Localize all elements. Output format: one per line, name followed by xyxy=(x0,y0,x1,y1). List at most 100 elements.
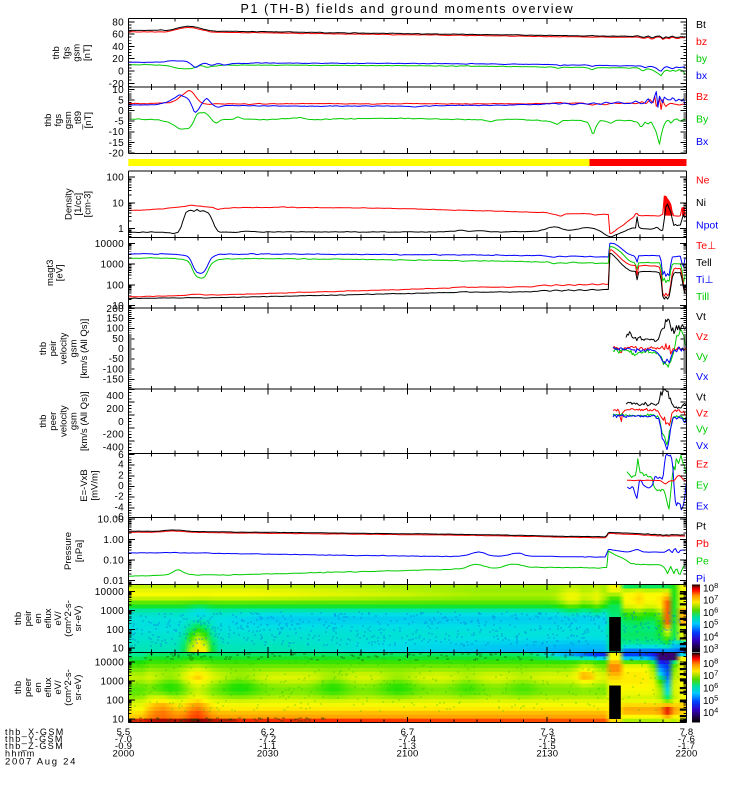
svg-text:thb_Z-GSM: thb_Z-GSM xyxy=(5,741,64,751)
svg-text:thb_X-GSM: thb_X-GSM xyxy=(5,727,65,737)
svg-text:[nPa]: [nPa] xyxy=(74,540,85,562)
svg-text:10: 10 xyxy=(112,644,124,655)
svg-text:2100: 2100 xyxy=(397,748,419,759)
svg-text:thb: thb xyxy=(51,46,62,59)
svg-text:200: 200 xyxy=(106,304,124,315)
svg-text:en: en xyxy=(33,682,44,693)
svg-text:0.10: 0.10 xyxy=(103,555,124,566)
svg-text:eflux: eflux xyxy=(43,677,54,697)
svg-text:[cm-3]: [cm-3] xyxy=(83,191,94,217)
svg-text:Pi: Pi xyxy=(696,573,705,585)
svg-text:-7.5: -7.5 xyxy=(539,734,556,745)
svg-text:thb: thb xyxy=(13,681,24,694)
svg-text:80: 80 xyxy=(112,17,124,28)
svg-text:-5: -5 xyxy=(115,117,125,128)
svg-text:0: 0 xyxy=(118,481,124,492)
svg-text:By: By xyxy=(696,114,709,126)
svg-text:100: 100 xyxy=(106,173,124,184)
svg-text:-6: -6 xyxy=(115,512,125,523)
svg-text:Vy: Vy xyxy=(696,351,709,363)
svg-text:1000: 1000 xyxy=(101,260,125,271)
svg-text:peer: peer xyxy=(23,678,34,697)
svg-text:E=-VxB: E=-VxB xyxy=(79,469,90,501)
svg-text:[km/s (All Qs)]: [km/s (All Qs)] xyxy=(79,391,90,451)
svg-text:-2: -2 xyxy=(115,492,125,503)
svg-text:4: 4 xyxy=(118,460,124,471)
svg-text:1000: 1000 xyxy=(101,677,125,688)
svg-text:100: 100 xyxy=(106,280,124,291)
svg-text:10: 10 xyxy=(112,715,124,726)
svg-text:eflux: eflux xyxy=(43,608,54,628)
svg-text:Ti⊥: Ti⊥ xyxy=(696,274,714,286)
svg-text:-1.5: -1.5 xyxy=(539,741,556,752)
svg-text:Te⊥: Te⊥ xyxy=(696,240,716,252)
svg-text:sr-eV): sr-eV) xyxy=(73,675,84,701)
svg-text:[1/cc]: [1/cc] xyxy=(73,193,84,216)
svg-text:Ex: Ex xyxy=(696,501,709,513)
svg-text:[mV/m]: [mV/m] xyxy=(90,470,101,500)
svg-text:0: 0 xyxy=(118,67,124,78)
svg-text:peer: peer xyxy=(48,412,59,431)
svg-text:-1.1: -1.1 xyxy=(259,741,276,752)
svg-text:(cm^2-s-: (cm^2-s- xyxy=(63,669,74,706)
svg-text:10000: 10000 xyxy=(95,658,124,669)
svg-text:2: 2 xyxy=(118,470,124,481)
svg-text:6.2: 6.2 xyxy=(261,727,275,738)
svg-text:Npot: Npot xyxy=(696,220,718,232)
svg-text:-7.4: -7.4 xyxy=(399,734,416,745)
svg-text:[nT]: [nT] xyxy=(83,112,94,128)
svg-text:5: 5 xyxy=(118,96,124,107)
svg-text:6.7: 6.7 xyxy=(401,727,415,738)
svg-text:[eV]: [eV] xyxy=(55,264,66,281)
svg-text:gsm: gsm xyxy=(63,111,74,129)
svg-text:Pb: Pb xyxy=(696,538,709,550)
svg-text:Pt: Pt xyxy=(696,521,706,533)
svg-text:7.3: 7.3 xyxy=(540,727,554,738)
svg-text:-1.3: -1.3 xyxy=(399,741,416,752)
svg-text:by: by xyxy=(696,53,708,65)
svg-text:Density: Density xyxy=(64,188,75,220)
svg-text:Vx: Vx xyxy=(696,371,709,383)
svg-text:Vy: Vy xyxy=(696,424,709,436)
svg-text:thb: thb xyxy=(43,114,54,127)
svg-text:Vz: Vz xyxy=(696,408,708,420)
svg-text:50: 50 xyxy=(112,334,124,345)
svg-text:-7.6: -7.6 xyxy=(678,734,695,745)
svg-text:-7.0: -7.0 xyxy=(115,734,132,745)
svg-text:10: 10 xyxy=(112,301,124,312)
svg-text:2030: 2030 xyxy=(257,748,279,759)
svg-text:-4: -4 xyxy=(115,502,125,513)
svg-text:-20: -20 xyxy=(109,79,124,90)
svg-text:fgs: fgs xyxy=(61,46,72,59)
svg-text:magt3: magt3 xyxy=(45,260,56,286)
svg-text:gsm: gsm xyxy=(69,412,80,430)
svg-text:-7.2: -7.2 xyxy=(259,734,276,745)
svg-text:Vx: Vx xyxy=(696,440,709,452)
svg-text:peir: peir xyxy=(23,611,34,627)
svg-text:Ne: Ne xyxy=(696,175,710,187)
svg-text:7.8: 7.8 xyxy=(680,727,694,738)
svg-text:sr-eV): sr-eV) xyxy=(73,606,84,632)
svg-text:10: 10 xyxy=(112,198,124,209)
svg-text:2200: 2200 xyxy=(676,748,698,759)
svg-text:200: 200 xyxy=(106,404,124,415)
svg-text:2130: 2130 xyxy=(536,748,558,759)
svg-text:fgs: fgs xyxy=(53,114,64,127)
svg-text:2000: 2000 xyxy=(113,748,135,759)
svg-text:0: 0 xyxy=(118,417,124,428)
svg-text:1000: 1000 xyxy=(101,606,125,617)
svg-text:[nT]: [nT] xyxy=(82,45,93,61)
svg-text:5.5: 5.5 xyxy=(117,727,131,738)
svg-text:-100: -100 xyxy=(103,364,124,375)
svg-text:20: 20 xyxy=(112,54,124,65)
svg-text:10000: 10000 xyxy=(95,587,124,598)
svg-text:Vt: Vt xyxy=(696,311,706,323)
svg-text:velocity: velocity xyxy=(58,405,69,437)
svg-text:-1.7: -1.7 xyxy=(678,741,695,752)
svg-text:0: 0 xyxy=(118,344,124,355)
svg-text:60: 60 xyxy=(112,30,124,41)
svg-text:150: 150 xyxy=(106,314,124,325)
svg-text:Ez: Ez xyxy=(696,459,708,471)
svg-text:10.00: 10.00 xyxy=(97,514,124,525)
svg-text:gsm: gsm xyxy=(69,339,80,357)
